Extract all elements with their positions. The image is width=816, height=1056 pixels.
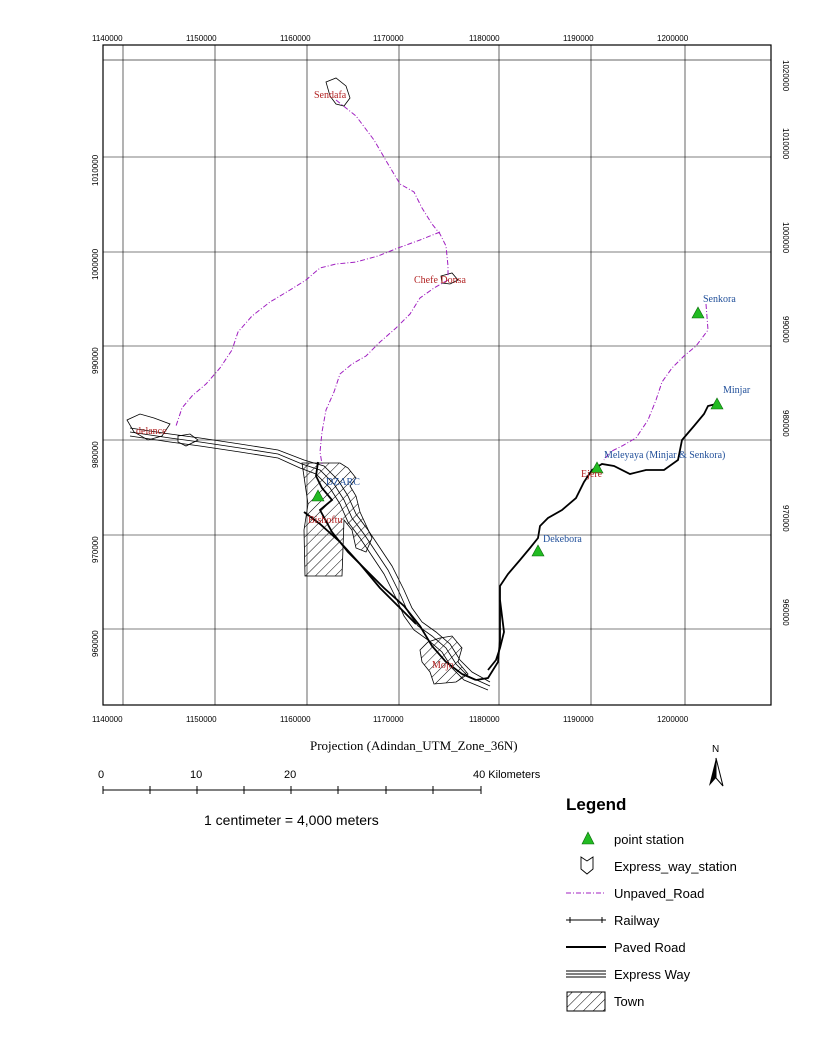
x-tick-labels-top: 1140000 1150000 1160000 1170000 1180000 … <box>92 34 689 43</box>
shield-outline-icon <box>580 856 594 875</box>
y-tick-label: 960000 <box>781 599 790 626</box>
y-tick-label: 960000 <box>91 630 100 657</box>
green-triangle-icon <box>581 831 595 845</box>
station-dekebora <box>531 544 545 557</box>
label-west-town: delance <box>136 426 167 437</box>
x-tick-labels-bottom: 1140000 1150000 1160000 1170000 1180000 … <box>92 715 689 724</box>
projection-caption: Projection (Adindan_UTM_Zone_36N) <box>310 738 518 753</box>
x-tick-label: 1190000 <box>563 715 594 724</box>
place-labels: Sendafa Chefe Donsa delance DZARC Bishof… <box>136 90 751 671</box>
legend-label: Express Way <box>614 967 691 982</box>
y-tick-label: 970000 <box>781 505 790 532</box>
station-minjar <box>710 397 724 410</box>
y-tick-label: 1020000 <box>781 60 790 92</box>
label-bishoftu: Bishoftu <box>308 515 342 526</box>
x-tick-label: 1180000 <box>469 34 500 43</box>
scale-bar: 0 10 20 40 Kilometers <box>98 769 541 794</box>
y-tick-label: 1010000 <box>781 128 790 160</box>
station-meleyaya <box>590 461 604 474</box>
towns <box>126 77 469 685</box>
town-sendafa <box>325 77 351 107</box>
x-tick-label: 1150000 <box>186 34 217 43</box>
label-chefe-donsa: Chefe Donsa <box>414 275 466 286</box>
point-stations <box>311 306 724 557</box>
scale-label: 10 <box>190 769 202 781</box>
x-tick-label: 1200000 <box>657 715 689 724</box>
y-tick-label: 990000 <box>91 347 100 374</box>
station-dzarc <box>311 489 325 502</box>
y-tick-label: 970000 <box>91 536 100 563</box>
map-frame <box>102 44 772 706</box>
graticule <box>103 45 771 705</box>
legend-label: Railway <box>614 913 660 928</box>
legend-label: Paved Road <box>614 940 686 955</box>
label-minjar: Minjar <box>723 385 751 396</box>
scale-label: 0 <box>98 769 104 781</box>
x-tick-label: 1200000 <box>657 34 689 43</box>
x-tick-label: 1150000 <box>186 715 217 724</box>
legend-title: Legend <box>566 795 626 814</box>
legend-label: Town <box>614 994 644 1009</box>
station-senkora <box>691 306 705 319</box>
y-tick-label: 980000 <box>91 441 100 468</box>
x-tick-label: 1160000 <box>280 715 311 724</box>
north-arrow-icon <box>709 757 724 787</box>
x-tick-label: 1160000 <box>280 34 311 43</box>
y-tick-label: 980000 <box>781 410 790 437</box>
x-tick-label: 1140000 <box>92 715 123 724</box>
triple-line-icon <box>566 970 606 978</box>
map-inner-frame <box>102 59 772 706</box>
label-ejere: Ejere <box>581 469 603 480</box>
legend-label: Express_way_station <box>614 859 737 874</box>
legend-label: point station <box>614 832 684 847</box>
y-tick-labels-right: 1020000 1010000 1000000 990000 980000 97… <box>781 60 790 626</box>
town-bishoftu <box>301 462 373 577</box>
y-tick-label: 1000000 <box>781 222 790 254</box>
railway-line-icon <box>566 917 606 923</box>
scale-ratio-text: 1 centimeter = 4,000 meters <box>204 812 379 828</box>
x-tick-label: 1180000 <box>469 715 500 724</box>
y-tick-label: 990000 <box>781 316 790 343</box>
y-tick-label: 1000000 <box>91 248 100 280</box>
unpaved-roads <box>175 99 709 465</box>
north-label: N <box>712 744 719 755</box>
x-tick-label: 1170000 <box>373 715 404 724</box>
scale-label: 40 Kilometers <box>473 769 541 781</box>
y-tick-label: 1010000 <box>91 154 100 186</box>
label-senkora: Senkora <box>703 294 736 305</box>
x-tick-label: 1170000 <box>373 34 404 43</box>
x-tick-label: 1140000 <box>92 34 123 43</box>
hatched-box-icon <box>566 991 606 1012</box>
label-dekebora: Dekebora <box>543 534 582 545</box>
express-way <box>129 427 491 691</box>
paved-roads <box>303 403 717 681</box>
label-mojo: Mojo <box>432 660 454 671</box>
label-dzarc: DZARC <box>326 477 360 488</box>
scale-label: 20 <box>284 769 296 781</box>
label-sendafa: Sendafa <box>314 90 347 101</box>
legend: Legend point station Express_way_station… <box>566 795 737 1012</box>
legend-label: Unpaved_Road <box>614 886 704 901</box>
x-tick-label: 1190000 <box>563 34 594 43</box>
y-tick-labels-left: 1010000 1000000 990000 980000 970000 960… <box>91 154 100 657</box>
label-meleyaya: Meleyaya (Minjar & Senkora) <box>604 450 725 461</box>
